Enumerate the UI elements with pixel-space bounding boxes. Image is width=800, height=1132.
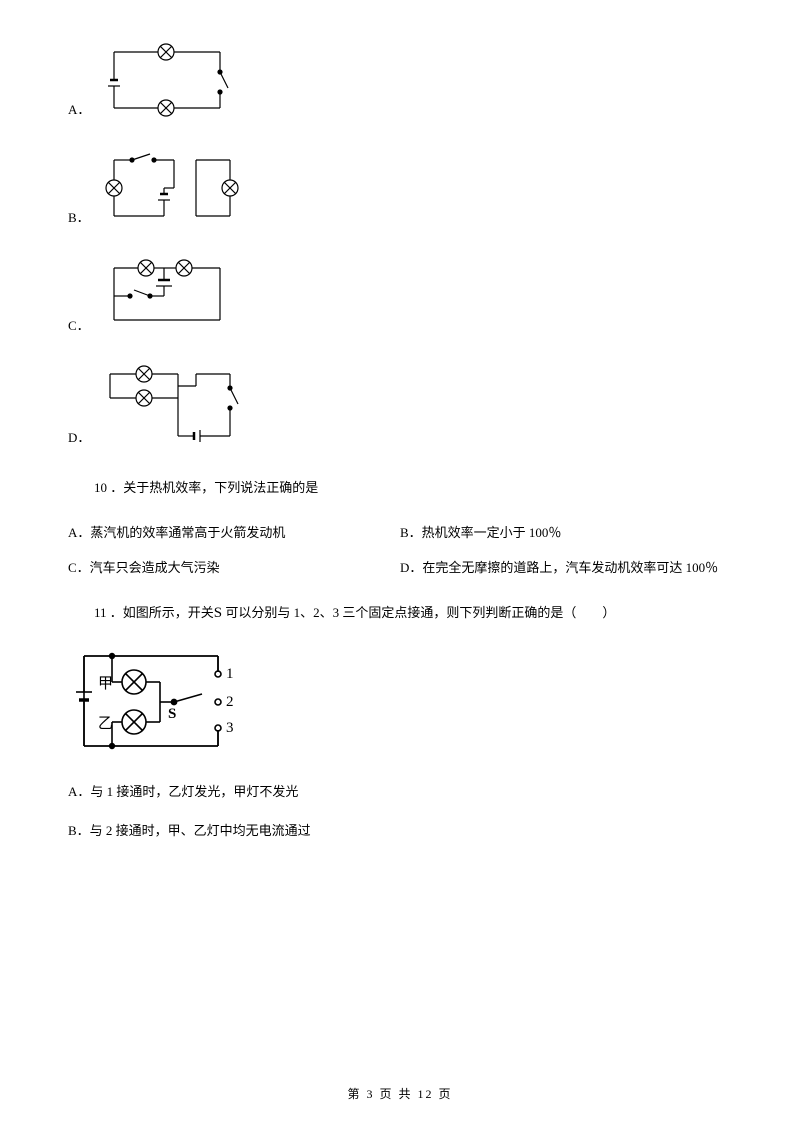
option-c-label: C． [68,315,90,336]
label-1: 1 [226,666,234,682]
label-2: 2 [226,694,234,710]
circuit-b [96,148,246,228]
option-b-label: B． [68,207,90,228]
q11-choice-b: B．与 2 接通时，甲、乙灯中均无电流通过 [68,819,732,844]
option-a-label: A． [68,99,90,120]
label-s: S [168,706,176,722]
circuit-a [96,40,236,120]
option-d-label: D． [68,427,90,448]
q11-circuit: 甲 乙 S 1 2 3 [68,642,732,762]
q11-stem: 11 ．如图所示，开关S 可以分别与 1、2、3 三个固定点接通，则下列判断正确… [68,599,732,628]
q10-choice-b: B．热机效率一定小于 100％ [400,515,732,550]
q10-stem: 10 ．关于热机效率，下列说法正确的是 [68,476,732,501]
q11-stem-s: S [214,605,222,621]
q10-choice-a: A．蒸汽机的效率通常高于火箭发动机 [68,515,400,550]
q11-choice-a: A．与 1 接通时，乙灯发光，甲灯不发光 [68,780,732,805]
q11-stem-pre: 11 ．如图所示，开关 [94,605,214,620]
label-jia: 甲 [98,676,113,692]
q11-stem-post: 可以分别与 1、2、3 三个固定点接通，则下列判断正确的是（ ） [222,605,615,620]
label-3: 3 [226,720,234,736]
q10-choice-d: D．在完全无摩擦的道路上，汽车发动机效率可达 100％ [400,550,732,585]
circuit-d [96,364,246,448]
q10-choice-c: C．汽车只会造成大气污染 [68,550,400,585]
page-footer: 第 3 页 共 12 页 [0,1085,800,1102]
circuit-c [96,256,236,336]
label-yi: 乙 [98,716,113,732]
